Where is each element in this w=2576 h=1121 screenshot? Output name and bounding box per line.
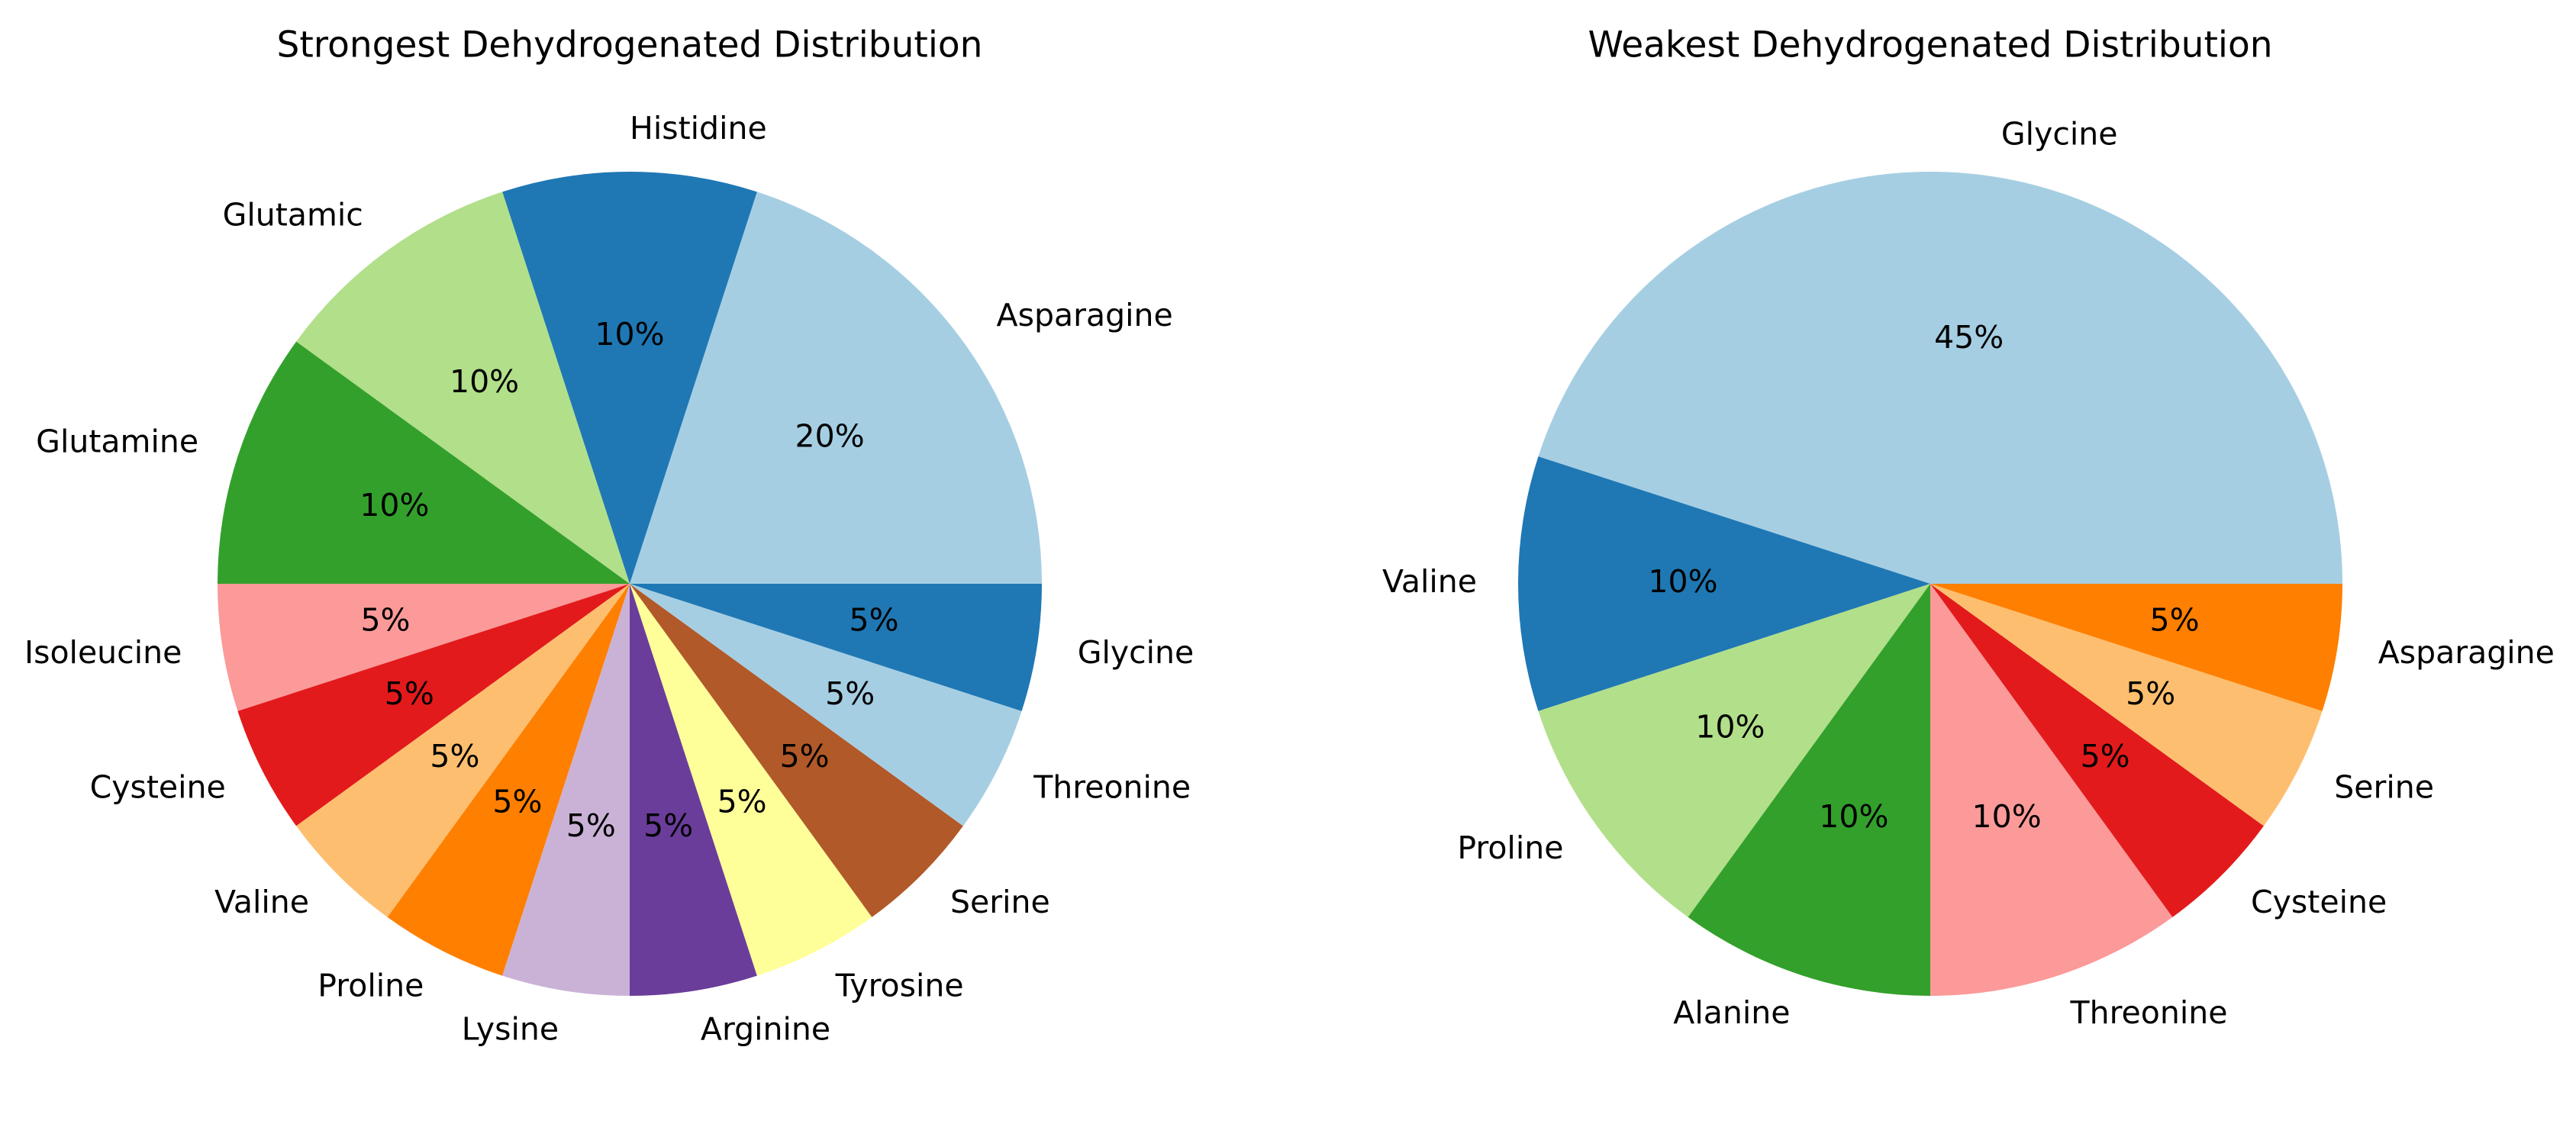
percent-label: 5% — [2126, 675, 2175, 712]
pie-slice-valine — [296, 584, 630, 917]
pie-slice-serine — [1930, 584, 2323, 826]
pie-slice-asparagine — [630, 192, 1042, 584]
slice-label: Cysteine — [90, 769, 226, 806]
slice-label: Glycine — [2001, 115, 2118, 152]
slice-label: Threonine — [2070, 994, 2228, 1031]
slice-label: Proline — [318, 967, 424, 1003]
slice-label: Asparagine — [2378, 634, 2555, 671]
pie-slice-glutamic — [296, 192, 630, 584]
pie-slice-cysteine — [237, 584, 630, 826]
percent-label: 10% — [359, 487, 429, 523]
slice-label: Alanine — [1673, 994, 1790, 1031]
pie-slice-proline — [1538, 584, 1930, 917]
percent-label: 5% — [2149, 602, 2199, 639]
percent-label: 10% — [595, 316, 664, 353]
slice-label: Serine — [2334, 769, 2434, 806]
percent-label: 10% — [1819, 798, 1888, 835]
chart-title: Weakest Dehydrogenated Distribution — [1588, 24, 2273, 66]
slice-label: Glutamine — [36, 423, 198, 459]
slice-label: Tyrosine — [835, 967, 964, 1003]
slice-label: Glutamic — [223, 196, 363, 233]
pie-chart-strongest: Strongest Dehydrogenated Distribution As… — [24, 24, 1194, 1048]
percent-label: 5% — [566, 807, 616, 844]
pie-slice-tyrosine — [630, 584, 872, 976]
slice-label: Asparagine — [997, 297, 1173, 333]
pie-slice-glycine — [630, 584, 1042, 711]
percent-label: 10% — [1972, 798, 2042, 835]
pie-slice-proline — [387, 584, 630, 976]
pie-chart-weakest: Weakest Dehydrogenated Distribution Glyc… — [1382, 24, 2555, 1031]
percent-label: 20% — [795, 418, 865, 455]
slice-label: Arginine — [701, 1011, 830, 1048]
percent-label: 5% — [360, 602, 410, 639]
slice-label: Valine — [214, 884, 309, 920]
percent-label: 10% — [1695, 708, 1765, 745]
percent-label: 5% — [849, 602, 898, 639]
pie-slice-threonine — [1930, 584, 2173, 996]
percent-label: 10% — [1648, 563, 1717, 600]
percent-label: 45% — [1934, 319, 2004, 356]
pie-slice-glycine — [1538, 172, 2342, 585]
slice-label: Cysteine — [2251, 884, 2387, 920]
slice-label: Serine — [950, 884, 1050, 920]
pie-slice-histidine — [502, 172, 757, 584]
slice-label: Histidine — [630, 110, 767, 147]
pie-slice-serine — [630, 584, 963, 917]
percent-label: 5% — [492, 784, 542, 820]
pie-slice-arginine — [630, 584, 757, 996]
slice-label: Proline — [1457, 829, 1563, 866]
percent-label: 5% — [2081, 738, 2130, 775]
percent-label: 5% — [717, 784, 767, 820]
percent-label: 5% — [430, 738, 479, 775]
slice-label: Isoleucine — [24, 634, 182, 671]
percent-label: 5% — [385, 675, 434, 712]
slice-label: Glycine — [1078, 634, 1195, 671]
slice-label: Valine — [1382, 563, 1477, 600]
pie-slice-glutamine — [218, 341, 630, 584]
pie-slice-isoleucine — [218, 584, 630, 711]
pie-slice-lysine — [502, 584, 630, 996]
percent-label: 5% — [825, 675, 875, 712]
percent-label: 5% — [780, 738, 830, 775]
percent-label: 5% — [643, 807, 693, 844]
slice-label: Threonine — [1033, 769, 1191, 806]
pie-slice-threonine — [630, 584, 1022, 826]
pie-slice-cysteine — [1930, 584, 2264, 917]
pie-slice-alanine — [1688, 584, 1930, 996]
chart-title: Strongest Dehydrogenated Distribution — [277, 24, 983, 66]
pie-slice-asparagine — [1930, 584, 2342, 711]
percent-label: 10% — [450, 363, 519, 400]
pie-slice-valine — [1518, 456, 1930, 711]
slice-label: Lysine — [462, 1011, 559, 1048]
